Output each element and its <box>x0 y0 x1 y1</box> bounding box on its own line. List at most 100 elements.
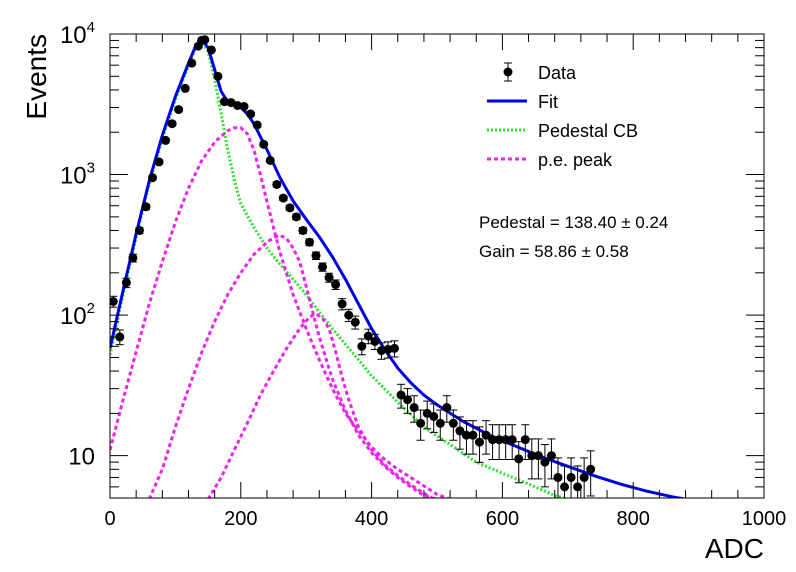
y-tick-exponent: 4 <box>87 19 95 36</box>
data-marker <box>324 273 334 283</box>
data-point <box>416 409 426 441</box>
data-marker <box>291 212 301 222</box>
data-marker <box>246 109 256 119</box>
x-tick-label: 800 <box>617 508 650 530</box>
data-point <box>141 202 151 212</box>
data-marker <box>350 317 360 327</box>
y-tick-label: 104 <box>60 19 95 49</box>
data-marker <box>272 179 282 189</box>
fit-result-text: Gain = 58.86 ± 0.58 <box>479 242 629 261</box>
data-marker <box>514 454 524 464</box>
y-tick-base: 10 <box>68 444 95 471</box>
x-axis-label: ADC <box>705 533 764 564</box>
y-tick-base: 10 <box>60 303 87 330</box>
data-point <box>586 450 596 497</box>
data-point <box>304 237 314 247</box>
data-marker <box>121 278 131 288</box>
data-marker <box>161 135 171 145</box>
y-axis-label: Events <box>21 34 52 120</box>
legend-label: p.e. peak <box>538 150 613 170</box>
data-point <box>507 424 517 460</box>
data-marker <box>363 331 373 341</box>
data-point <box>331 279 341 291</box>
data-point <box>455 416 465 450</box>
data-marker <box>468 430 478 440</box>
x-tick-label: 400 <box>355 508 388 530</box>
data-point <box>161 135 171 145</box>
data-point <box>350 315 360 330</box>
y-tick-label: 10 <box>68 444 95 471</box>
plot-frame <box>109 33 765 499</box>
x-tick-label: 600 <box>486 508 519 530</box>
data-point <box>442 395 452 423</box>
y-tick-base: 10 <box>60 22 87 49</box>
data-marker <box>200 35 210 45</box>
data-marker <box>586 464 596 474</box>
data-marker <box>285 203 295 213</box>
y-tick-base: 10 <box>60 163 87 190</box>
data-point <box>448 409 458 441</box>
data-point <box>396 383 406 409</box>
data-marker <box>213 71 223 81</box>
data-marker <box>389 343 399 353</box>
data-marker <box>409 403 419 413</box>
data-point <box>285 203 295 213</box>
data-marker <box>206 45 216 55</box>
data-marker <box>566 472 576 482</box>
data-marker <box>455 426 465 436</box>
data-point <box>121 277 131 289</box>
data-point <box>291 212 301 222</box>
data-point <box>252 120 262 130</box>
data-marker <box>553 472 563 482</box>
data-marker <box>357 341 367 351</box>
data-point <box>553 457 563 498</box>
data-marker <box>520 435 530 445</box>
x-tick-label: 1000 <box>742 508 787 530</box>
legend-item: Data <box>503 62 577 83</box>
data-point <box>167 119 177 129</box>
data-marker <box>481 430 491 440</box>
data-marker <box>331 280 341 290</box>
fit-results: Pedestal = 138.40 ± 0.24 Gain = 58.86 ± 0… <box>479 213 668 261</box>
data-point <box>435 409 445 441</box>
data-marker <box>494 435 504 445</box>
data-marker <box>110 297 118 307</box>
data-point <box>494 424 504 460</box>
data-marker <box>148 173 158 183</box>
data-marker <box>416 418 426 428</box>
data-point <box>344 308 354 323</box>
data-point <box>533 438 543 480</box>
legend-label: Data <box>538 63 577 83</box>
data-point <box>311 251 321 261</box>
data-marker <box>396 390 406 400</box>
data-point <box>383 341 393 359</box>
data-point <box>272 179 282 189</box>
legend: Data Fit Pedestal CB p.e. peak <box>487 62 638 170</box>
data-marker <box>344 310 354 320</box>
data-marker <box>278 193 288 203</box>
data-point <box>573 465 583 498</box>
data-point <box>475 426 485 463</box>
series-pedestal-cb <box>110 37 569 498</box>
series-p-e-peak-1 <box>110 126 451 498</box>
data-marker <box>540 457 550 467</box>
data-point <box>488 424 498 460</box>
data-point <box>206 45 216 55</box>
data-point <box>389 340 399 358</box>
data-point <box>246 109 256 119</box>
data-marker <box>507 435 517 445</box>
data-point <box>546 438 556 480</box>
data-point <box>115 329 125 346</box>
y-tick-label: 102 <box>60 300 95 330</box>
data-point <box>278 193 288 203</box>
legend-label: Fit <box>538 92 558 112</box>
data-point <box>468 420 478 455</box>
data-marker <box>527 451 537 461</box>
data-point <box>318 262 328 272</box>
data-marker <box>370 336 380 346</box>
x-tick-label: 0 <box>104 508 115 530</box>
data-point <box>540 444 550 488</box>
data-point <box>128 253 138 263</box>
